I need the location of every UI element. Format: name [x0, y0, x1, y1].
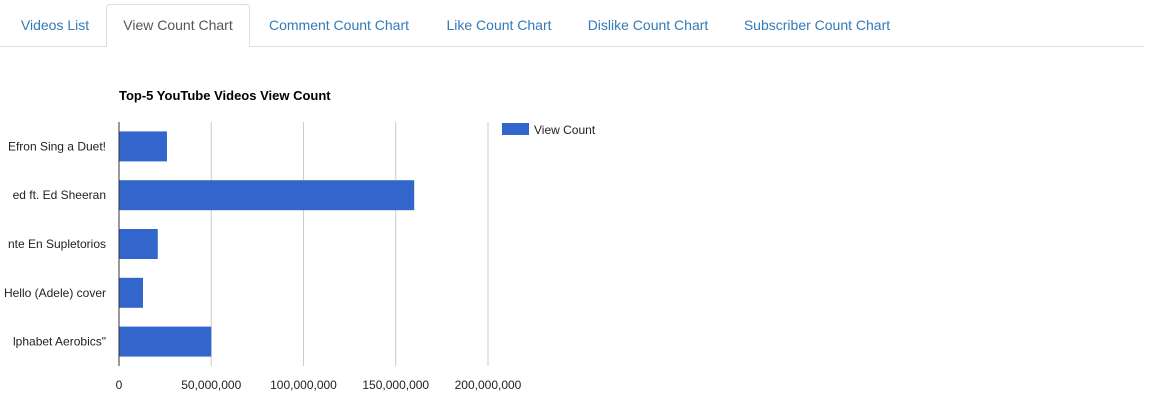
- tab-bar: Videos List View Count Chart Comment Cou…: [0, 0, 1144, 47]
- chart-grid: [210, 122, 489, 366]
- tab-like-count-chart[interactable]: Like Count Chart: [446, 17, 552, 33]
- legend-label: View Count: [534, 123, 596, 137]
- view-count-bar-chart: Top-5 YouTube Videos View Count Efron Si…: [4, 88, 596, 392]
- category-label: nte En Supletorios: [8, 237, 106, 251]
- x-tick-label: 100,000,000: [270, 378, 337, 392]
- category-label: Efron Sing a Duet!: [8, 139, 106, 153]
- y-axis-labels: Efron Sing a Duet! ed ft. Ed Sheeran nte E…: [4, 139, 106, 348]
- category-label: lphabet Aerobics": [13, 335, 106, 349]
- bar[interactable]: [119, 180, 415, 211]
- chart-bars: [119, 131, 415, 357]
- x-axis-labels: 0 50,000,000 100,000,000 150,000,000 200,000…: [116, 378, 522, 392]
- tab-dislike-count-chart[interactable]: Dislike Count Chart: [587, 17, 709, 33]
- bar[interactable]: [119, 326, 212, 357]
- legend-swatch: [502, 123, 529, 135]
- bar[interactable]: [119, 229, 158, 259]
- category-label: ed ft. Ed Sheeran: [13, 188, 106, 202]
- chart-title: Top-5 YouTube Videos View Count: [119, 88, 331, 103]
- tab-comment-count-chart[interactable]: Comment Count Chart: [268, 17, 410, 33]
- category-label: Hello (Adele) cover: [4, 286, 106, 300]
- tab-videos-list[interactable]: Videos List: [20, 17, 90, 33]
- bar[interactable]: [119, 277, 143, 308]
- bar[interactable]: [119, 131, 167, 162]
- chart-legend: View Count: [502, 123, 596, 137]
- x-tick-label: 50,000,000: [181, 378, 241, 392]
- x-tick-label: 0: [116, 378, 123, 392]
- tab-subscriber-count-chart[interactable]: Subscriber Count Chart: [743, 17, 891, 33]
- tab-view-count-chart[interactable]: View Count Chart: [106, 4, 250, 47]
- x-tick-label: 200,000,000: [455, 378, 522, 392]
- x-tick-label: 150,000,000: [362, 378, 429, 392]
